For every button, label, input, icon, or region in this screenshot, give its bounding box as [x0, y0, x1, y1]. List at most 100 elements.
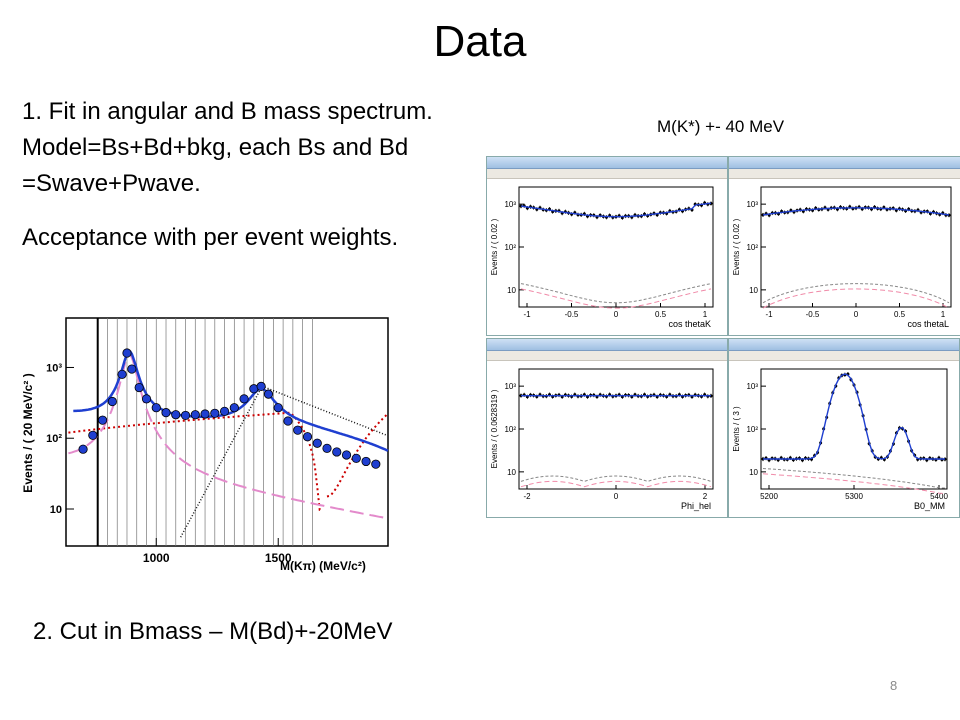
window-titlebar	[487, 157, 727, 169]
x-tick-label: 1500	[265, 551, 292, 565]
x-axis-label: cos thetaK	[668, 319, 711, 329]
kstar1430-curve	[180, 385, 388, 538]
x-axis-label: B0_MM	[914, 501, 945, 511]
x-tick-label: -1	[523, 310, 531, 319]
data-point	[97, 415, 108, 425]
mkpi-x-label: M(Kπ) (MeV/c²)	[280, 559, 366, 573]
window-titlebar	[729, 157, 960, 169]
y-tick-label: 10²	[46, 433, 62, 445]
x-tick-label: 5200	[760, 492, 778, 501]
total-fit-curve	[762, 207, 950, 216]
y-axis-label: Events / ( 0.0628319 )	[490, 389, 499, 468]
costhetal-plot: -1 -0.5 0 0.5 1 10 10² 10³ Events / ( 0.02 ) cos …	[732, 186, 952, 329]
y-tick-label: 10³	[746, 200, 758, 209]
window-titlebar	[487, 339, 727, 351]
signal-curve	[68, 353, 387, 520]
background-tail-curve	[326, 412, 389, 498]
y-tick-label: 10³	[504, 200, 516, 209]
x-tick-label: -1	[765, 310, 773, 319]
y-tick-label: 10³	[746, 382, 758, 391]
costhetak-plot: -1 -0.5 0 0.5 1 10 10² 10³ Events / ( 0.02 ) cos …	[490, 186, 714, 329]
x-axis-label: cos thetaL	[907, 319, 949, 329]
total-fit-curve	[520, 202, 712, 218]
signal-s-wave-curve	[762, 473, 945, 494]
data-point	[78, 444, 88, 454]
y-tick-label: 10	[507, 468, 516, 477]
data-point	[88, 430, 98, 440]
data-point	[200, 409, 210, 419]
y-tick-label: 10²	[504, 243, 516, 252]
mkpi-axis-ticks: 1000 1500 10 10² 10³	[46, 362, 292, 565]
data-point	[210, 408, 220, 418]
x-tick-label: 1	[703, 310, 708, 319]
window-menubar	[729, 351, 959, 361]
data-point	[283, 416, 293, 426]
total-fit-curve	[763, 373, 945, 460]
data-point	[161, 408, 171, 418]
window-menubar	[487, 169, 727, 179]
signal-s-wave-curve	[520, 288, 712, 309]
root-window-b0mm: 5200 5300 5400 10 10² 10³ Events / ( 3 ) B0_MM	[728, 338, 960, 518]
mkpi-bin-lines	[96, 318, 313, 546]
x-tick-label: 1	[941, 310, 946, 319]
data-point	[256, 381, 266, 392]
data-point	[263, 389, 274, 399]
root-window-costhetak: -1 -0.5 0 0.5 1 10 10² 10³ Events / ( 0.02 ) cos …	[486, 156, 728, 336]
data-point	[122, 348, 132, 358]
background-curve	[762, 468, 945, 489]
bullet-fit-description: 1. Fit in angular and B mass spectrum. M…	[22, 98, 433, 197]
x-tick-label: 1000	[143, 551, 170, 565]
data-point	[127, 364, 137, 374]
mkpi-y-label: Events / ( 20 MeV/c² )	[21, 373, 35, 492]
x-tick-label: -0.5	[806, 310, 820, 319]
x-tick-label: 0	[614, 310, 619, 319]
data-point	[332, 447, 342, 457]
x-tick-label: 5300	[845, 492, 863, 501]
data-point	[312, 438, 322, 448]
bullet-acceptance: Acceptance with per event weights.	[22, 224, 399, 251]
y-tick-label: 10²	[504, 425, 516, 434]
x-tick-label: 5400	[930, 492, 948, 501]
plot-frame	[518, 368, 714, 490]
plot-frame	[518, 186, 714, 308]
y-tick-label: 10³	[504, 382, 516, 391]
data-point	[322, 443, 332, 453]
data-point	[302, 432, 313, 442]
root-window-phihel: -2 0 2 10 10² 10³ Events / ( 0.0628319 ) Phi_he…	[486, 338, 728, 518]
window-menubar	[487, 351, 727, 361]
x-axis-label: Phi_hel	[681, 501, 711, 511]
data-point	[180, 410, 191, 421]
background-curve	[520, 475, 712, 482]
data-point	[341, 450, 352, 460]
x-tick-label: 2	[703, 492, 708, 501]
data-point	[117, 369, 127, 379]
x-tick-label: 0	[854, 310, 859, 319]
data-point	[171, 410, 181, 420]
data-point	[293, 425, 303, 435]
window-titlebar	[729, 339, 959, 351]
y-tick-label: 10	[507, 286, 516, 295]
y-axis-label: Events / ( 3 )	[732, 406, 741, 452]
y-tick-label: 10³	[46, 362, 62, 374]
data-point	[107, 396, 117, 407]
data-point	[219, 406, 230, 416]
y-tick-label: 10	[749, 286, 758, 295]
data-point	[134, 382, 144, 393]
x-tick-label: -0.5	[565, 310, 579, 319]
signal-s-wave-curve	[762, 288, 950, 309]
data-point	[190, 410, 200, 420]
y-tick-label: 10	[749, 468, 758, 477]
mk-window-label: M(K*) +- 40 MeV	[657, 117, 785, 136]
page-number: 8	[890, 678, 898, 693]
background-curve	[762, 283, 950, 304]
y-tick-label: 10²	[746, 425, 758, 434]
background-curve	[520, 283, 712, 304]
data-point	[351, 453, 361, 463]
b0mm-plot: 5200 5300 5400 10 10² 10³ Events / ( 3 ) B0_MM	[732, 368, 948, 511]
data-point	[361, 456, 371, 467]
bullet-mass-cut: 2. Cut in Bmass – M(Bd)+-20MeV	[33, 618, 393, 645]
mkpi-frame	[65, 317, 389, 547]
x-tick-label: 0.5	[655, 310, 667, 319]
data-point	[141, 394, 152, 404]
